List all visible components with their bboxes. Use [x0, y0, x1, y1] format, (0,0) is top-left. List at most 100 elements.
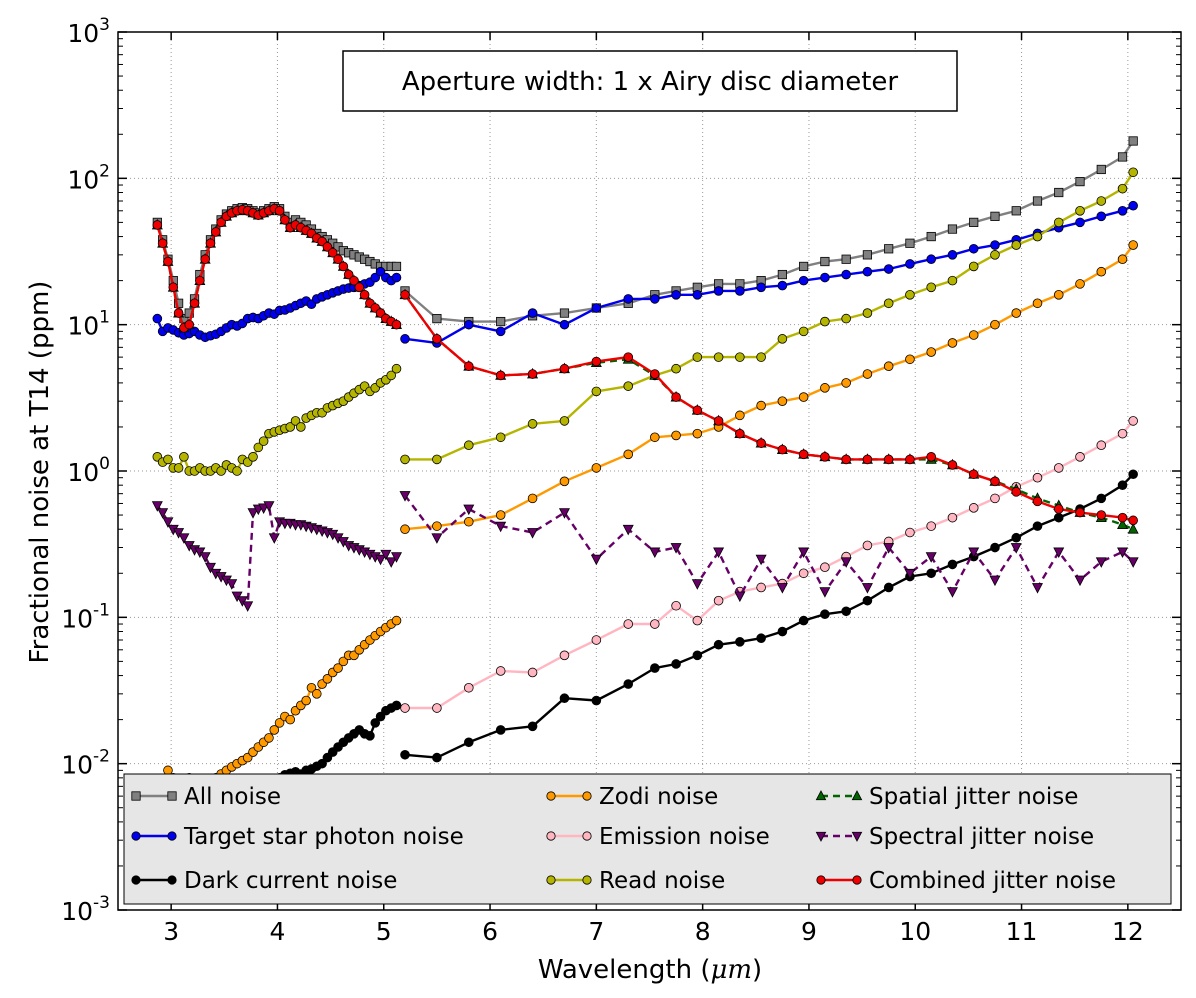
- data-point-read: [713, 352, 724, 362]
- data-point-target: [650, 294, 660, 304]
- data-point-spectral: [1074, 575, 1086, 587]
- data-point-zodi: [527, 493, 538, 504]
- data-point-read: [391, 363, 402, 374]
- data-point-target: [152, 313, 163, 324]
- data-point-target: [1117, 205, 1128, 216]
- legend-marker: [582, 831, 592, 841]
- y-tick-label: 101: [67, 308, 110, 341]
- data-point-target: [391, 272, 402, 283]
- data-point-emission: [968, 503, 979, 513]
- series-combined: [152, 203, 1138, 526]
- data-point-spectral: [173, 528, 185, 539]
- legend-marker: [546, 875, 556, 885]
- data-point-read: [623, 381, 634, 391]
- data-point-dark: [841, 606, 851, 617]
- data-point-all: [1032, 196, 1043, 206]
- legend-marker: [131, 875, 141, 885]
- data-point-emission: [432, 703, 442, 713]
- data-point-combined: [432, 334, 442, 344]
- data-point-read: [463, 440, 474, 451]
- data-point-read: [495, 432, 506, 443]
- data-point-emission: [713, 595, 724, 606]
- legend-marker: [815, 831, 827, 842]
- data-point-zodi: [591, 463, 602, 473]
- series-line-spectral: [404, 494, 1135, 598]
- legend-marker: [167, 875, 177, 885]
- x-tick-label: 6: [482, 917, 498, 946]
- data-point-dark: [1032, 521, 1043, 531]
- data-point-combined: [333, 254, 343, 265]
- legend-marker: [582, 875, 592, 885]
- data-point-target: [905, 259, 915, 269]
- data-point-combined: [1128, 515, 1138, 526]
- legend-marker: [815, 790, 827, 801]
- data-point-emission: [559, 650, 570, 661]
- data-point-spatial: [1117, 518, 1129, 529]
- legend-marker: [131, 831, 141, 841]
- data-point-combined: [205, 238, 216, 249]
- data-point-read: [1128, 167, 1138, 178]
- data-point-combined: [671, 392, 681, 402]
- data-point-combined: [990, 476, 1000, 487]
- data-point-zodi: [264, 733, 274, 743]
- data-point-spectral: [151, 501, 163, 512]
- data-point-spectral: [840, 557, 852, 568]
- data-point-spectral: [391, 552, 403, 563]
- data-point-dark: [559, 693, 570, 704]
- data-point-target: [926, 254, 936, 265]
- data-point-combined: [322, 242, 333, 252]
- data-point-spectral: [463, 504, 475, 516]
- data-point-read: [290, 416, 301, 426]
- data-point-spectral: [162, 517, 174, 528]
- data-point-read: [173, 463, 184, 473]
- legend-marker: [852, 875, 862, 885]
- data-point-spectral: [776, 583, 788, 594]
- data-point-zodi: [798, 392, 809, 402]
- data-point-all: [777, 269, 787, 280]
- data-point-target: [671, 289, 681, 300]
- legend-label: Target star photon noise: [183, 824, 464, 850]
- data-point-combined: [195, 275, 205, 286]
- data-point-read: [968, 261, 979, 272]
- data-point-target: [820, 272, 830, 283]
- data-point-zodi: [735, 410, 745, 421]
- data-point-combined: [391, 319, 402, 330]
- legend-frame: [123, 773, 1172, 905]
- data-point-combined: [354, 282, 365, 293]
- data-point-combined: [650, 369, 660, 379]
- data-point-read: [798, 326, 809, 337]
- data-point-combined: [1032, 496, 1043, 507]
- data-point-spectral: [883, 543, 895, 554]
- data-point-combined: [591, 356, 602, 367]
- data-point-read: [777, 334, 788, 344]
- data-point-zodi: [311, 689, 322, 699]
- data-point-combined: [359, 289, 370, 300]
- data-point-read: [232, 466, 242, 476]
- data-point-target: [623, 294, 634, 304]
- data-point-all: [969, 217, 979, 227]
- data-point-zodi: [968, 330, 979, 340]
- data-point-combined: [184, 319, 195, 330]
- data-point-spectral: [925, 552, 937, 563]
- data-point-spectral: [734, 591, 746, 603]
- data-point-zodi: [559, 476, 570, 487]
- data-point-dark: [820, 609, 830, 620]
- data-point-read: [258, 436, 269, 446]
- annotation-text: Aperture width: 1 x Airy disc diameter: [402, 67, 899, 97]
- data-point-spectral: [226, 579, 238, 590]
- legend-item-dark: Dark current noise: [131, 868, 397, 894]
- data-point-target: [463, 319, 474, 330]
- data-point-zodi: [905, 354, 915, 365]
- data-point-combined: [905, 454, 915, 465]
- data-point-emission: [1096, 440, 1107, 451]
- data-point-emission: [623, 619, 634, 629]
- data-point-zodi: [1075, 279, 1085, 289]
- data-point-combined: [1053, 504, 1064, 514]
- data-point-dark: [947, 559, 958, 570]
- series-zodi: [152, 240, 1138, 792]
- data-point-spectral: [247, 508, 259, 519]
- data-point-spectral: [1031, 583, 1043, 594]
- data-point-target: [1075, 217, 1085, 228]
- data-point-dark: [623, 679, 634, 689]
- data-point-emission: [671, 600, 681, 611]
